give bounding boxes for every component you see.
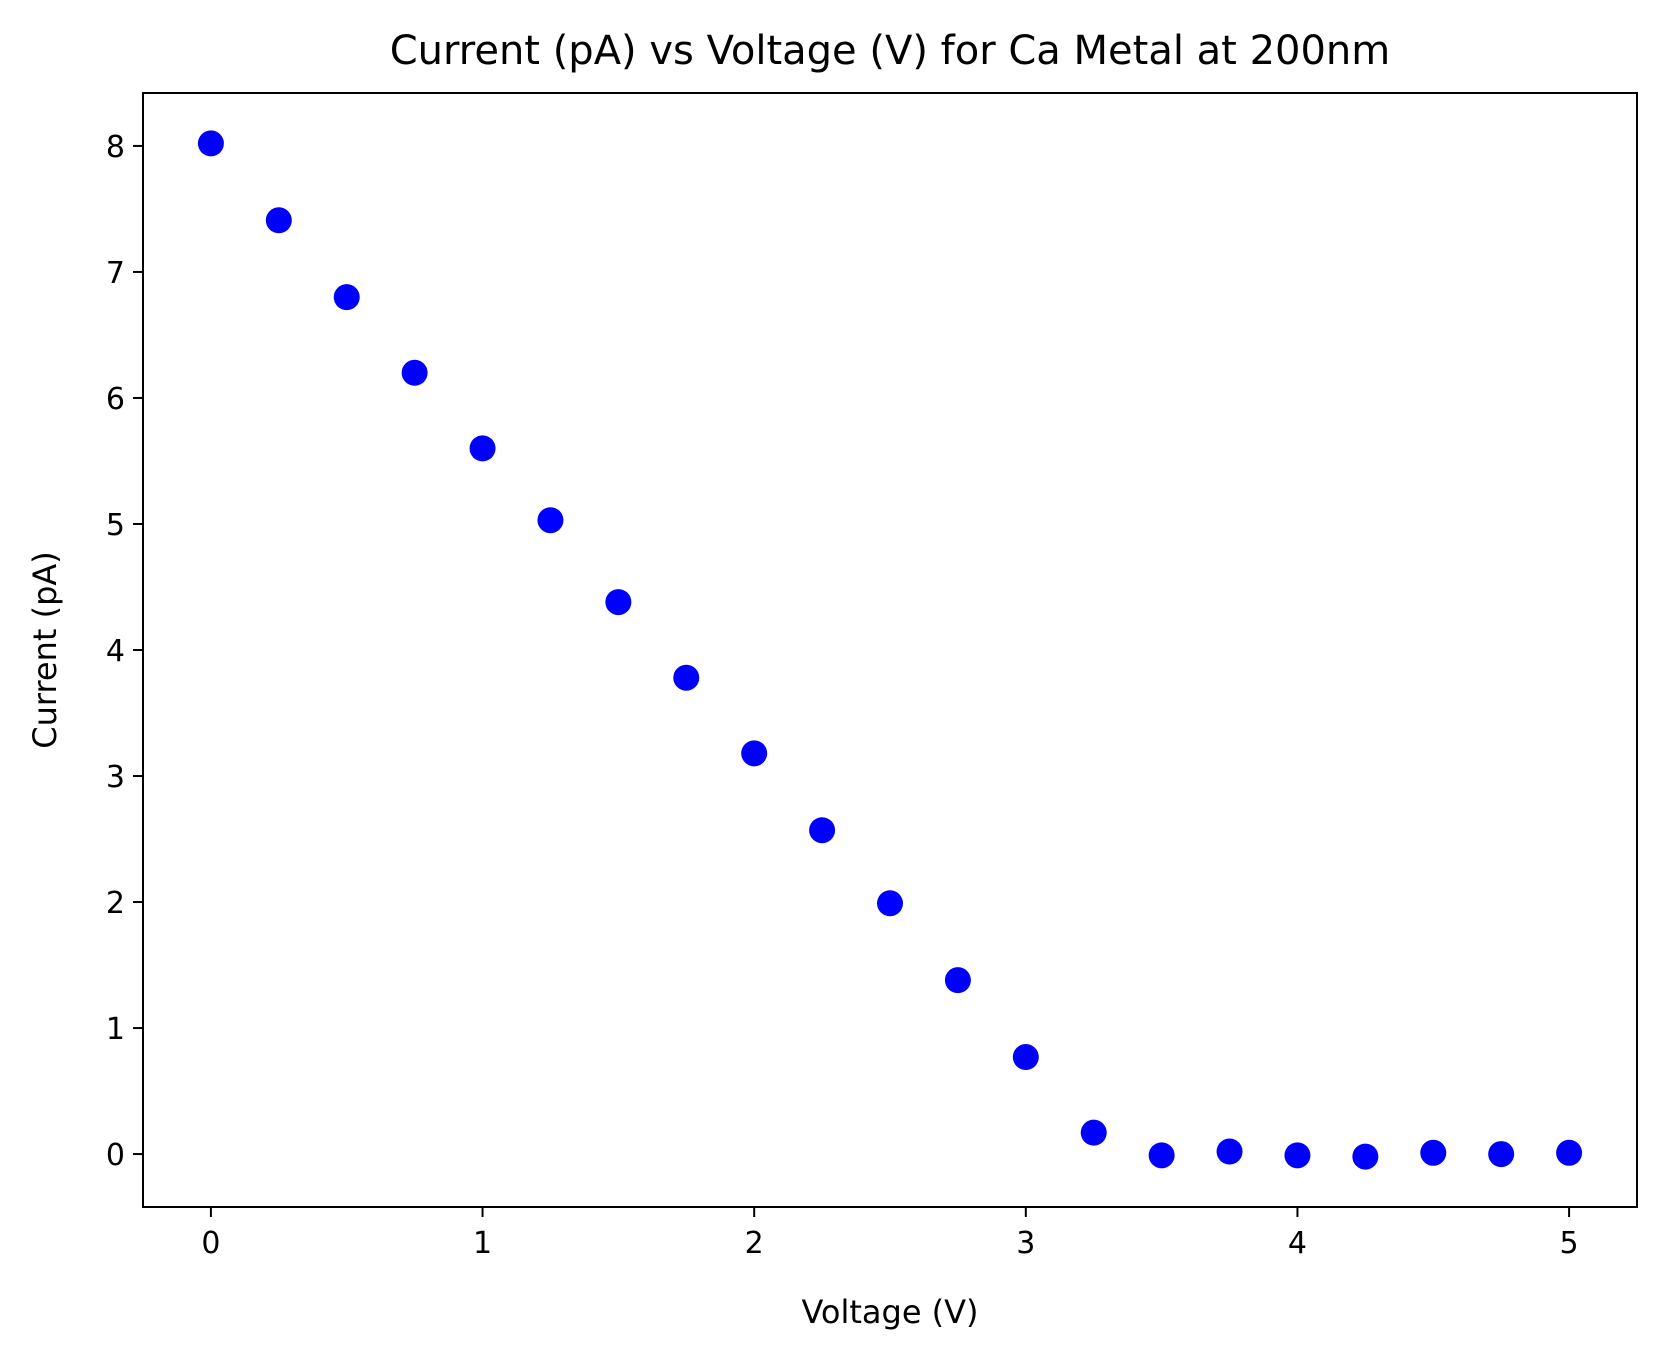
data-point: [673, 664, 700, 691]
data-point: [197, 130, 224, 157]
y-tick-label: 1: [106, 1012, 125, 1047]
data-point: [1420, 1139, 1447, 1166]
data-point: [605, 589, 632, 616]
y-tick-label: 6: [106, 382, 125, 417]
data-point: [333, 284, 360, 311]
data-point: [1012, 1044, 1039, 1071]
data-point: [877, 890, 903, 917]
data-point: [741, 740, 768, 767]
x-tick-label: 1: [473, 1226, 492, 1261]
y-tick-label: 5: [106, 508, 125, 543]
data-point: [1216, 1138, 1243, 1165]
data-point: [944, 967, 971, 994]
data-points: [197, 130, 1583, 1170]
plot-frame: [142, 92, 1638, 1208]
data-point: [537, 507, 564, 534]
x-axis-label: Voltage (V): [801, 1293, 978, 1331]
data-point: [1556, 1139, 1583, 1166]
y-tick-label: 7: [106, 256, 125, 291]
data-point: [1080, 1119, 1107, 1146]
y-tick-label: 0: [106, 1138, 125, 1173]
data-point: [265, 207, 292, 234]
y-axis-label: Current (pA): [26, 551, 64, 749]
x-tick-label: 0: [201, 1226, 220, 1261]
y-tick-label: 3: [106, 760, 125, 795]
data-point: [1148, 1142, 1175, 1169]
x-tick-label: 4: [1288, 1226, 1307, 1261]
data-point: [469, 435, 496, 462]
axis-ticks: 0 1 2 3 4 5 0 1 2 3 4 5 6 7 8: [106, 130, 1579, 1261]
data-point: [1284, 1142, 1311, 1169]
x-tick-label: 5: [1560, 1226, 1579, 1261]
data-point: [401, 359, 428, 386]
y-tick-label: 2: [106, 886, 125, 921]
data-point: [809, 817, 836, 844]
x-tick-label: 2: [745, 1226, 764, 1261]
x-tick-label: 3: [1016, 1226, 1035, 1261]
y-tick-label: 4: [106, 634, 125, 669]
data-point: [1352, 1143, 1379, 1170]
data-point: [1488, 1141, 1515, 1168]
chart-title: Current (pA) vs Voltage (V) for Ca Metal…: [390, 28, 1391, 74]
y-tick-label: 8: [106, 130, 125, 165]
